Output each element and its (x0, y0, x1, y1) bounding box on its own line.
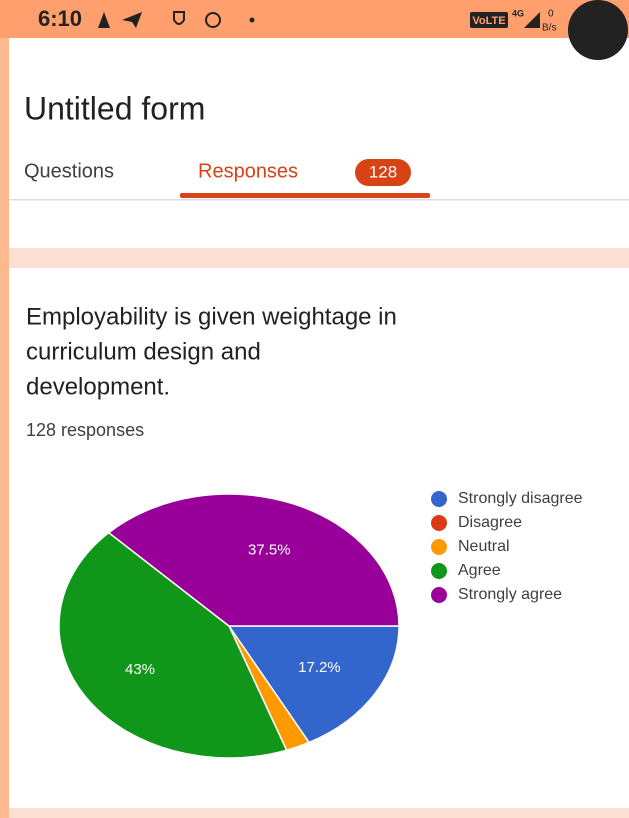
tab-responses[interactable]: Responses (198, 160, 298, 182)
volte-box (470, 12, 508, 28)
form-title: Untitled form (24, 90, 205, 126)
pie-slice (107, 493, 400, 627)
slice-label: 17.2% (298, 659, 341, 676)
question-line: development. (26, 373, 170, 400)
status-icon (249, 17, 255, 23)
legend-label: Disagree (458, 514, 522, 531)
signal-type: 4G (512, 8, 524, 18)
legend-swatch (431, 587, 447, 603)
status-icon (205, 12, 221, 28)
volte: VoLTE (472, 15, 505, 27)
pie-slice (58, 531, 288, 759)
legend-swatch (431, 491, 447, 507)
tab-indicator (180, 193, 430, 198)
pie-slice (227, 625, 400, 744)
question-line: curriculum design and (26, 338, 261, 365)
legend-swatch (431, 563, 447, 579)
left-border (0, 0, 9, 818)
status-icon (173, 11, 185, 25)
legend-swatch (431, 539, 447, 555)
response-count: 128 responses (26, 420, 144, 440)
question-line: Employability is given weightage in (26, 303, 397, 330)
time: 6:10 (38, 6, 82, 31)
tab-questions[interactable]: Questions (24, 160, 114, 182)
badge (355, 159, 411, 186)
legend-label: Neutral (458, 538, 510, 555)
section-gap (9, 248, 629, 268)
legend-label: Strongly disagree (458, 490, 583, 507)
status-icon (98, 12, 110, 28)
section-gap (9, 808, 629, 818)
pie-chart: 17.2% 43% 37.5% Strongly disagree Disagree Ne… (58, 490, 583, 759)
slice-label: 37.5% (248, 541, 291, 558)
legend-label: Strongly agree (458, 586, 562, 603)
status-icon (122, 12, 142, 28)
divider (9, 199, 629, 201)
legend-swatch (431, 515, 447, 531)
slice-label: 43% (125, 661, 155, 678)
signal-icon (524, 12, 540, 28)
speed-value: 0 (548, 9, 554, 20)
speed-unit: B/s (542, 23, 556, 34)
badge-count: 128 (369, 162, 397, 181)
avatar (568, 0, 628, 60)
legend-label: Agree (458, 562, 501, 579)
